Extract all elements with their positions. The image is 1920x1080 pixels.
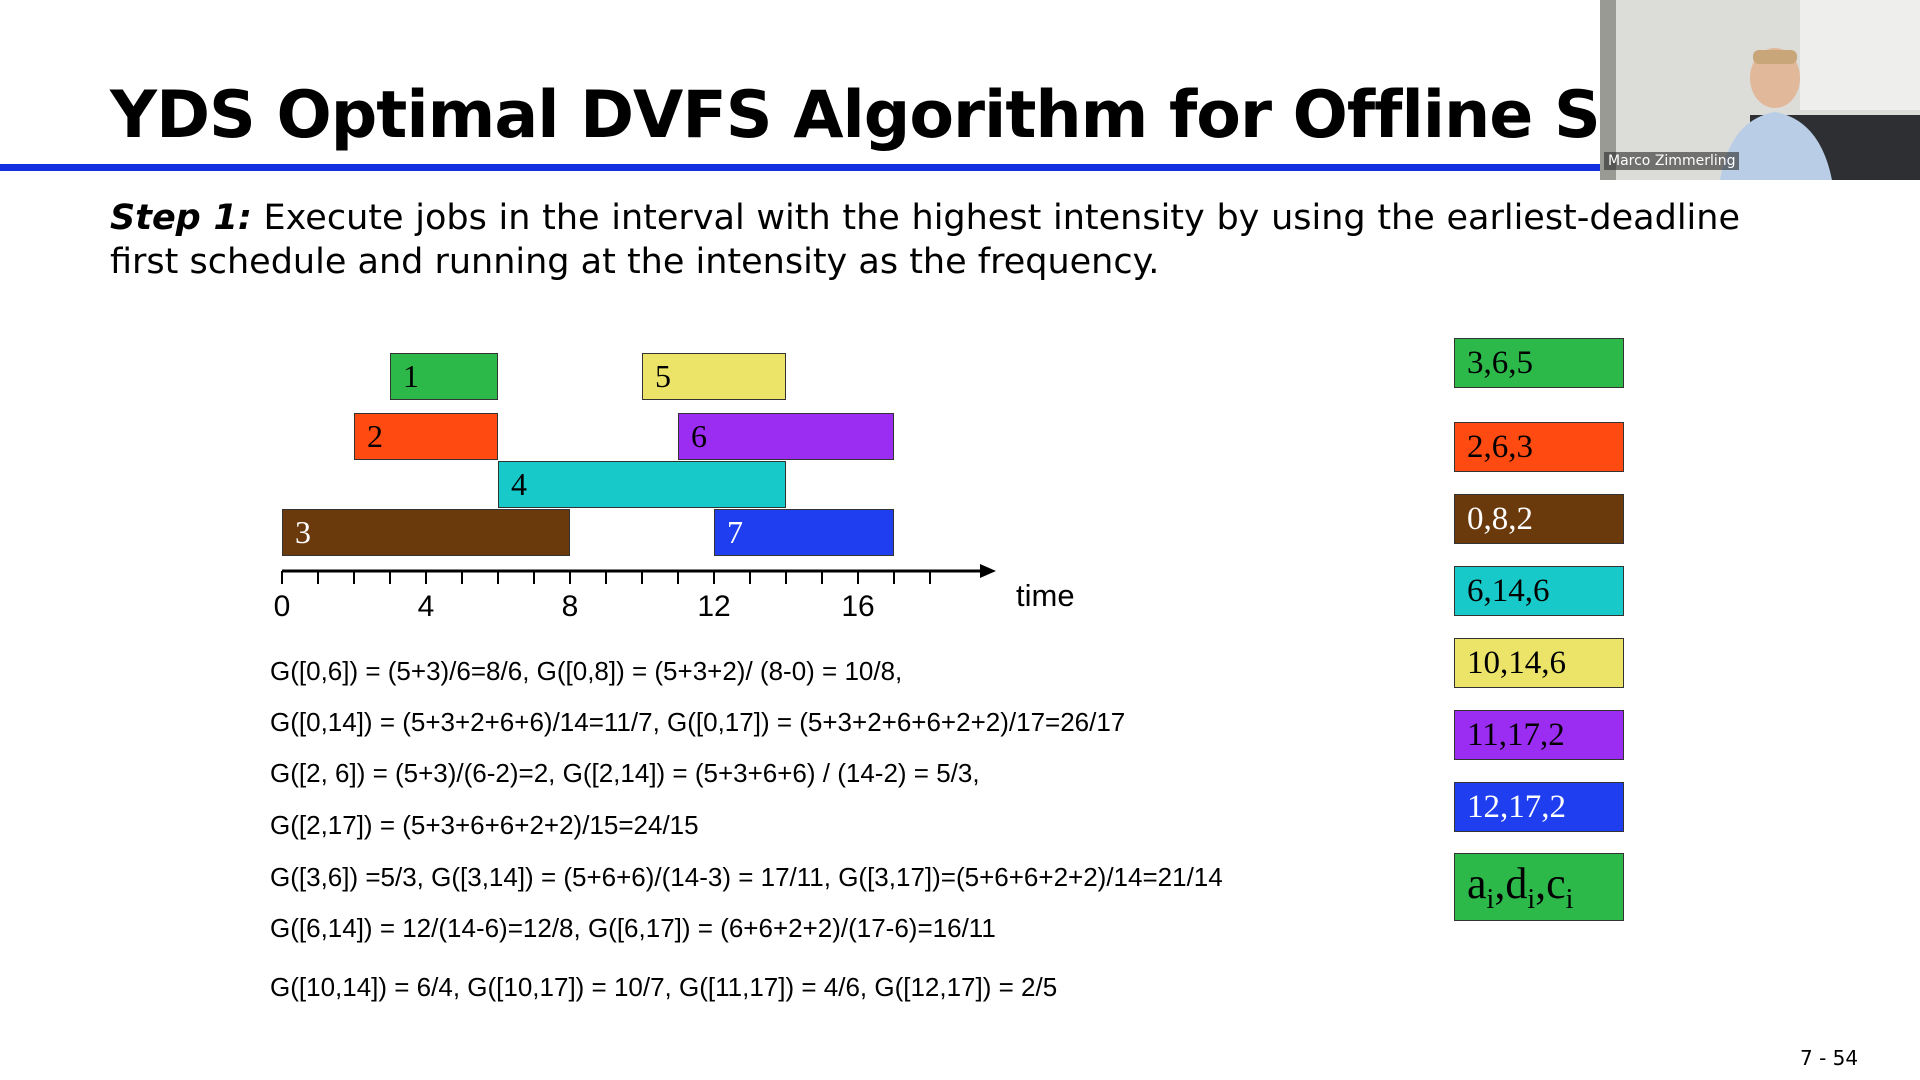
equation-line: G([6,14]) = 12/(14-6)=12/8, G([6,17]) = … [270,913,996,943]
page-number: 7 - 54 [1800,1046,1859,1070]
webcam-presenter-image [1600,0,1920,180]
job-bar-4: 4 [498,461,786,508]
axis-arrow-icon [980,564,996,578]
equation-line: G([2, 6]) = (5+3)/(6-2)=2, G([2,14]) = (… [270,758,980,788]
legend-item: 10,14,6 [1454,638,1624,688]
job-bar-3: 3 [282,509,570,556]
equation-line: G([0,14]) = (5+3+2+6+6)/14=11/7, G([0,17… [270,707,1126,737]
equation-line: G([10,14]) = 6/4, G([10,17]) = 10/7, G([… [270,972,1058,1002]
tick-label: 8 [561,590,579,623]
job-bar-6: 6 [678,413,894,460]
title-underline [0,164,1600,171]
legend-key: ai,di,ci [1454,853,1624,921]
tick-label: 4 [417,590,435,623]
equation-line: G([2,17]) = (5+3+6+6+2+2)/15=24/15 [270,810,699,840]
axis-label: time [1016,578,1075,613]
webcam-video: Marco Zimmerling [1600,0,1920,180]
job-bar-1: 1 [390,353,498,400]
job-bar-5: 5 [642,353,786,400]
job-bar-2: 2 [354,413,498,460]
legend-item: 12,17,2 [1454,782,1624,832]
legend-item: 2,6,3 [1454,422,1624,472]
tick-label: 0 [273,590,291,623]
equation-line: G([0,6]) = (5+3)/6=8/6, G([0,8]) = (5+3+… [270,656,903,686]
job-bar-7: 7 [714,509,894,556]
time-axis [281,564,996,584]
step-description: Step 1: Execute jobs in the interval wit… [110,196,1740,284]
tick-label: 12 [697,590,731,623]
legend-item: 6,14,6 [1454,566,1624,616]
webcam-name-label: Marco Zimmerling [1604,152,1740,170]
legend-item: 0,8,2 [1454,494,1624,544]
legend-item: 3,6,5 [1454,338,1624,388]
tick-label: 16 [841,590,875,623]
step-body: Execute jobs in the interval with the hi… [110,198,1740,282]
axis-ticks [281,571,931,584]
equation-line: G([3,6]) =5/3, G([3,14]) = (5+6+6)/(14-3… [270,862,1223,892]
legend-item: 11,17,2 [1454,710,1624,760]
step-label: Step 1: [110,198,252,238]
